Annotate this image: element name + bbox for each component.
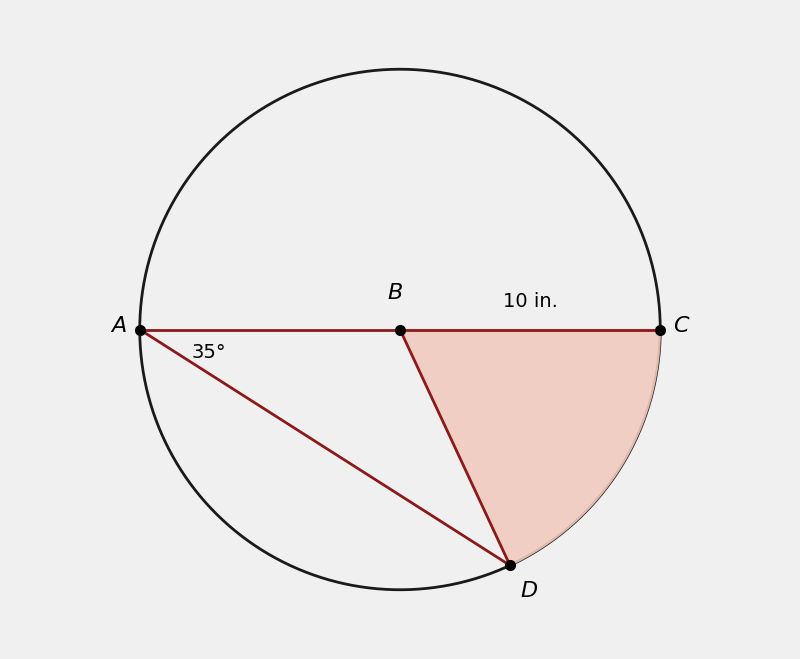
Text: C: C xyxy=(674,316,689,335)
Polygon shape xyxy=(400,330,660,565)
Text: 10 in.: 10 in. xyxy=(502,293,558,311)
Text: B: B xyxy=(387,283,402,304)
Text: A: A xyxy=(111,316,126,335)
Text: 35°: 35° xyxy=(192,343,226,362)
Text: D: D xyxy=(521,581,538,601)
